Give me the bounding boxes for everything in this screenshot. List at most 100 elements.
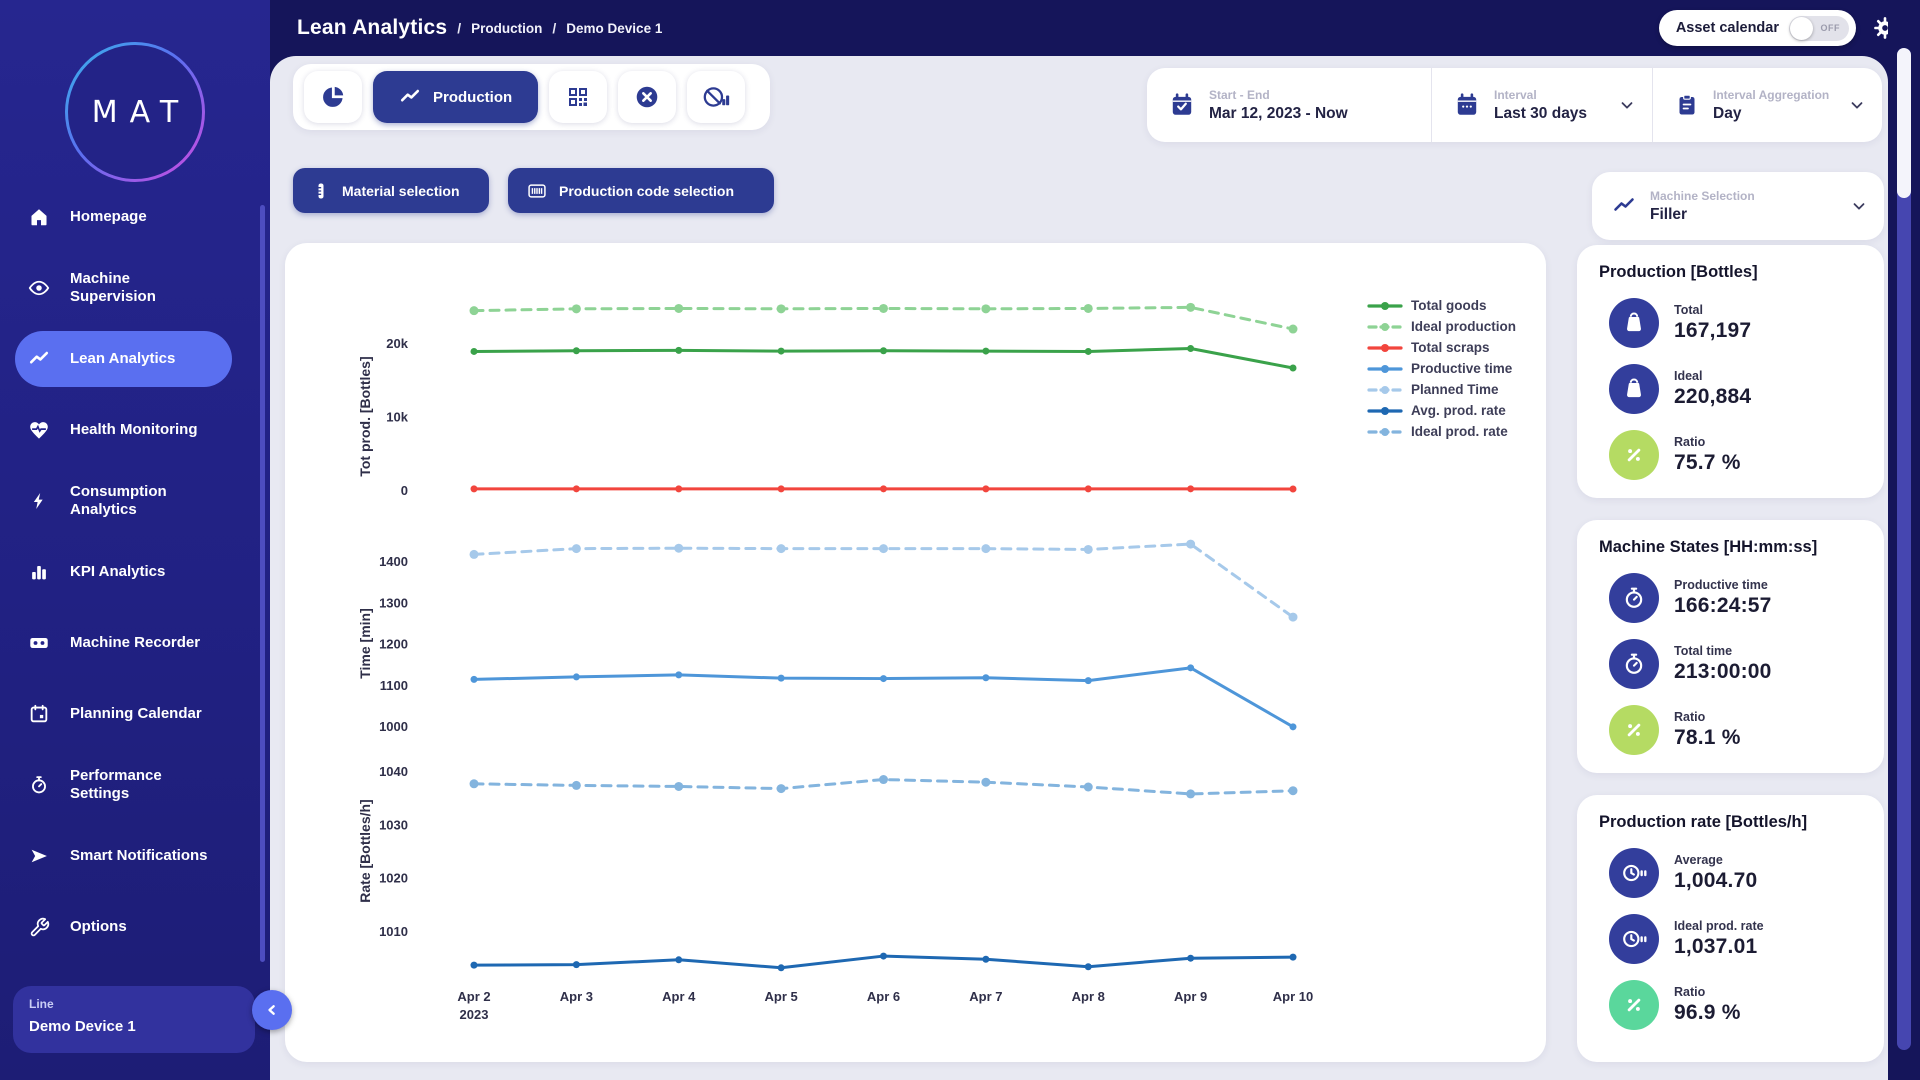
legend-label: Ideal prod. rate: [1411, 424, 1508, 439]
asset-calendar-label: Asset calendar: [1676, 20, 1779, 36]
legend-item[interactable]: Total goods: [1367, 297, 1516, 314]
stat-value: 213:00:00: [1674, 660, 1772, 684]
sidebar-item-kpi-analytics[interactable]: KPI Analytics: [15, 544, 232, 600]
sidebar-item-lean-analytics[interactable]: Lean Analytics: [15, 331, 232, 387]
breadcrumb-separator: /: [457, 20, 461, 36]
sidebar-scrollbar[interactable]: [260, 205, 265, 962]
stat-row-total: Total 167,197: [1609, 298, 1862, 348]
machine-selection-dropdown[interactable]: Machine Selection Filler: [1592, 172, 1884, 240]
card-title: Production [Bottles]: [1599, 263, 1862, 282]
production-tab-button[interactable]: Production: [373, 71, 538, 123]
legend-item[interactable]: Ideal prod. rate: [1367, 423, 1516, 440]
filter-bar: Start - End Mar 12, 2023 - Now Interval …: [1147, 68, 1882, 142]
pie-chart-button[interactable]: [304, 71, 362, 123]
machine-selection-value: Filler: [1650, 206, 1755, 224]
x-circle-icon: [634, 84, 660, 110]
percent-icon: [1609, 980, 1659, 1030]
svg-text:Time [min]: Time [min]: [357, 608, 373, 679]
chevron-down-icon: [1618, 96, 1636, 114]
asset-calendar-toggle[interactable]: OFF: [1789, 16, 1849, 41]
stat-label: Average: [1674, 853, 1757, 867]
sidebar-item-label: Options: [70, 918, 220, 936]
stat-row-average: Average 1,004.70: [1609, 848, 1862, 898]
interval-dropdown[interactable]: Interval Last 30 days: [1431, 68, 1652, 142]
legend-swatch: [1367, 321, 1403, 333]
svg-text:1030: 1030: [379, 817, 408, 832]
sidebar-item-label: Homepage: [70, 208, 220, 226]
sidebar-item-label: Health Monitoring: [70, 421, 220, 439]
scrollbar-thumb[interactable]: [1897, 48, 1911, 198]
topbar: Lean Analytics / Production / Demo Devic…: [0, 0, 1920, 56]
clear-selection-button[interactable]: [618, 71, 676, 123]
sidebar-item-performance-settings[interactable]: Performance Settings: [15, 757, 232, 813]
line-chart-1: 14001300120011001000Time [min]: [285, 533, 1546, 748]
pie-chart-icon: [320, 84, 346, 110]
sidebar-item-homepage[interactable]: Homepage: [15, 189, 232, 245]
asset-calendar-toggle-pill[interactable]: Asset calendar OFF: [1659, 10, 1856, 46]
charts-panel: 20k10k0Tot prod. [Bottles]14001300120011…: [285, 243, 1546, 1062]
interval-label: Interval: [1494, 88, 1587, 102]
breadcrumb-device[interactable]: Demo Device 1: [566, 21, 662, 36]
aggregation-dropdown[interactable]: Interval Aggregation Day: [1652, 68, 1882, 142]
production-tab-label: Production: [433, 89, 512, 106]
calendar-check-icon: [1169, 92, 1195, 118]
stat-value: 1,037.01: [1674, 935, 1764, 959]
line-chart-0: 20k10k0Tot prod. [Bottles]: [285, 295, 1546, 547]
legend-item[interactable]: Avg. prod. rate: [1367, 402, 1516, 419]
legend-label: Productive time: [1411, 361, 1512, 376]
aggregation-label: Interval Aggregation: [1713, 88, 1829, 102]
stat-label: Ideal: [1674, 369, 1751, 383]
toggle-state-label: OFF: [1821, 23, 1841, 33]
sidebar-item-health-monitoring[interactable]: Health Monitoring: [15, 402, 232, 458]
home-icon: [28, 206, 50, 228]
bag-icon: [1609, 298, 1659, 348]
legend-swatch: [1367, 342, 1403, 354]
stat-label: Total: [1674, 303, 1751, 317]
stat-label: Ratio: [1674, 985, 1741, 999]
qr-code-button[interactable]: [549, 71, 607, 123]
trend-icon: [28, 348, 50, 370]
page-title: Lean Analytics: [297, 16, 447, 40]
start-end-value: Mar 12, 2023 - Now: [1209, 105, 1348, 123]
barcode-icon: [526, 181, 548, 201]
production-bottles-card: Production [Bottles] Total 167,197 Ideal…: [1577, 245, 1884, 498]
stat-label: Ratio: [1674, 435, 1741, 449]
svg-text:Apr 7: Apr 7: [969, 989, 1002, 1004]
sidebar-collapse-button[interactable]: [252, 990, 292, 1030]
legend-label: Total scraps: [1411, 340, 1490, 355]
svg-text:10k: 10k: [386, 410, 408, 425]
main-content: Production: [270, 56, 1888, 1080]
breadcrumb-production[interactable]: Production: [471, 21, 542, 36]
sidebar-item-label: Planning Calendar: [70, 705, 220, 723]
window-scrollbar[interactable]: [1888, 0, 1920, 1080]
start-end-filter[interactable]: Start - End Mar 12, 2023 - Now: [1147, 68, 1431, 142]
device-line-card[interactable]: Line Demo Device 1: [13, 986, 255, 1053]
device-line-value: Demo Device 1: [29, 1018, 255, 1035]
sidebar-item-smart-notifications[interactable]: Smart Notifications: [15, 828, 232, 884]
trend-icon: [1612, 194, 1636, 218]
sidebar-item-machine-supervision[interactable]: Machine Supervision: [15, 260, 232, 316]
bag-icon: [1609, 364, 1659, 414]
no-data-chart-icon: [702, 84, 730, 110]
scrollbar-track[interactable]: [1897, 48, 1911, 1050]
legend-item[interactable]: Ideal production: [1367, 318, 1516, 335]
sidebar-item-label: Machine Recorder: [70, 634, 220, 652]
stat-row-total-time: Total time 213:00:00: [1609, 639, 1862, 689]
legend-item[interactable]: Total scraps: [1367, 339, 1516, 356]
sidebar-item-machine-recorder[interactable]: Machine Recorder: [15, 615, 232, 671]
legend-item[interactable]: Productive time: [1367, 360, 1516, 377]
eye-icon: [28, 277, 50, 299]
bolt-icon: [28, 490, 50, 512]
calendar-icon: [1454, 92, 1480, 118]
legend-item[interactable]: Planned Time: [1367, 381, 1516, 398]
stat-row-ideal-rate: Ideal prod. rate 1,037.01: [1609, 914, 1862, 964]
legend-label: Ideal production: [1411, 319, 1516, 334]
legend-label: Avg. prod. rate: [1411, 403, 1506, 418]
production-code-selection-button[interactable]: Production code selection: [508, 168, 774, 213]
no-data-chart-button[interactable]: [687, 71, 745, 123]
sidebar-item-planning-calendar[interactable]: Planning Calendar: [15, 686, 232, 742]
sidebar-item-consumption-analytics[interactable]: Consumption Analytics: [15, 473, 232, 529]
sidebar-item-options[interactable]: Options: [15, 899, 232, 955]
material-selection-button[interactable]: Material selection: [293, 168, 489, 213]
material-icon: [311, 181, 331, 201]
